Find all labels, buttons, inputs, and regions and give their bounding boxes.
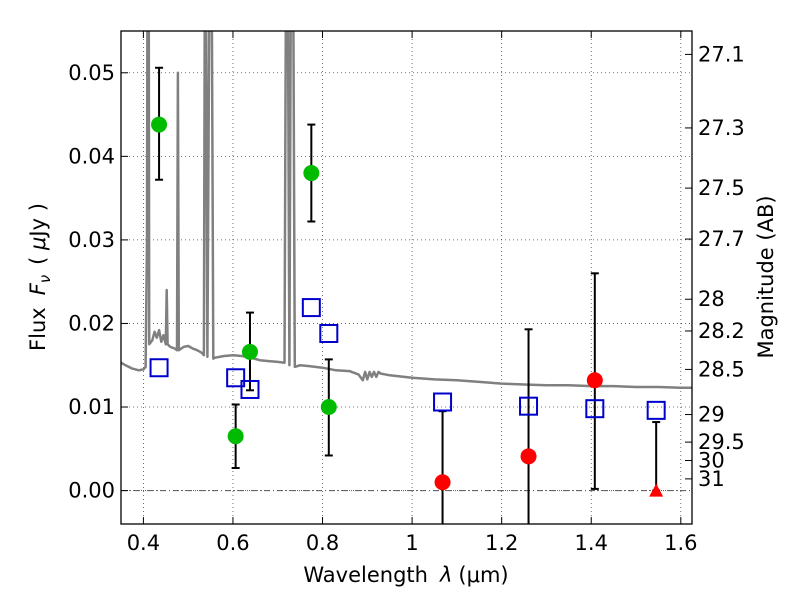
upper-limit-point [649,483,664,497]
data-point [586,372,603,389]
y-tick-label: 0.01 [68,395,115,419]
model-point [519,396,539,416]
magnitude-tick-label: 28 [698,287,725,311]
y-tick-label: 0.00 [68,479,115,503]
y-tick-label: 0.02 [68,311,115,335]
model-point [585,399,605,419]
data-point [434,474,451,491]
model-point [240,379,260,399]
y-axis-label-prefix: Flux [26,307,50,351]
magnitude-tick-label: 28.2 [698,319,745,343]
x-axis-label: Wavelength λ (μm) [303,563,508,587]
y-axis-label-unit-open: ( [26,250,50,265]
magnitude-tick-label: 27.5 [698,176,745,200]
magnitude-tick-label: 30 [698,448,725,472]
x-tick-label: 1.2 [485,531,518,555]
data-point [151,116,168,133]
y-axis-label-unit-rest: Jy ) [26,203,50,239]
x-axis-label-prefix: Wavelength [303,563,428,587]
y-tick-label: 0.04 [68,144,115,168]
plot-area [121,31,692,524]
data-markers [149,116,666,497]
x-tick-label: 1.6 [664,531,697,555]
x-tick-label: 0.6 [216,531,249,555]
x-axis-label-symbol: λ [439,563,452,587]
model-point [301,298,321,318]
model-point [226,368,246,388]
model-point [646,400,666,420]
y-tick-label: 0.05 [68,61,115,85]
plot-frame [120,30,693,525]
x-axis-ticks: 0.4 0.6 0.8 1 1.2 1.4 1.6 [127,31,698,555]
y-tick-label: 0.03 [68,228,115,252]
y-axis-label-symbol: F [26,282,50,295]
data-point [227,428,244,445]
model-point [149,358,169,378]
magnitude-tick-label: 28.5 [698,357,745,381]
magnitude-tick-label: 29 [698,403,725,427]
x-axis-label-unit: (μm) [458,563,508,587]
y-axis-ticks: 0.00 0.01 0.02 0.03 0.04 0.05 [68,61,128,503]
data-point [241,343,258,360]
y-axis-label: Flux Fν ( μJy ) [26,203,54,351]
model-point [319,323,339,343]
magnitude-tick-label: 31 [698,467,725,491]
data-point [520,448,537,465]
y2-axis-label: Magnitude (AB) [754,195,778,358]
model-point [433,392,453,412]
x-tick-label: 1 [405,531,418,555]
y-axis-label-mu: μ [26,237,50,251]
data-point [320,399,337,416]
x-tick-label: 0.4 [127,531,160,555]
magnitude-tick-label: 27.3 [698,116,745,140]
magnitude-tick-label: 29.5 [698,430,745,454]
x-tick-label: 0.8 [306,531,339,555]
x-tick-label: 1.4 [575,531,608,555]
data-point [303,165,320,182]
y-axis-label-subscript: ν [36,275,54,283]
magnitude-tick-label: 27.1 [698,42,745,66]
magnitude-tick-label: 27.7 [698,227,745,251]
